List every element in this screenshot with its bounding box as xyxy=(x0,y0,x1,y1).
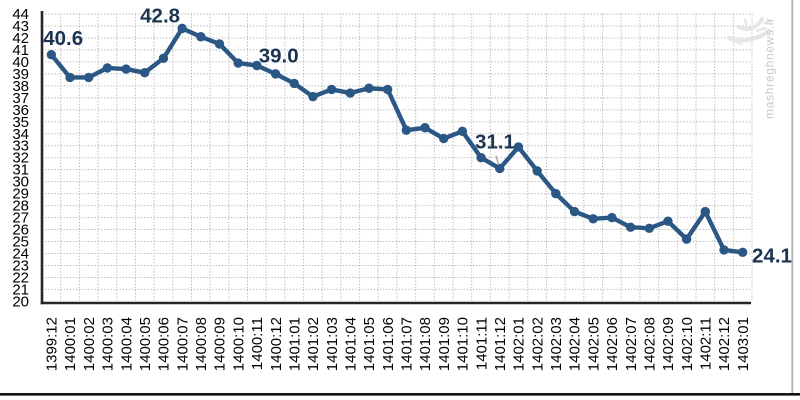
svg-text:1400:01: 1400:01 xyxy=(62,317,79,371)
svg-text:44: 44 xyxy=(12,6,29,23)
svg-text:38: 38 xyxy=(12,78,29,95)
svg-text:26: 26 xyxy=(12,222,29,239)
svg-text:1402:07: 1402:07 xyxy=(623,317,640,371)
svg-text:41: 41 xyxy=(12,42,29,59)
svg-text:1402:08: 1402:08 xyxy=(641,317,658,371)
svg-text:33: 33 xyxy=(12,138,29,155)
svg-text:27: 27 xyxy=(12,210,29,227)
svg-text:1402:12: 1402:12 xyxy=(716,317,733,371)
svg-text:1401:10: 1401:10 xyxy=(455,317,472,371)
svg-text:mashreghnews.ir: mashreghnews.ir xyxy=(763,17,777,119)
svg-text:1401:12: 1401:12 xyxy=(492,317,509,371)
svg-text:1403:01: 1403:01 xyxy=(735,317,752,371)
svg-text:1400:03: 1400:03 xyxy=(100,317,117,371)
svg-text:30: 30 xyxy=(12,174,29,191)
svg-text:1402:03: 1402:03 xyxy=(548,317,565,371)
svg-text:1399:12: 1399:12 xyxy=(44,317,61,371)
svg-text:1401:07: 1401:07 xyxy=(399,317,416,371)
svg-text:22: 22 xyxy=(12,269,29,286)
svg-text:1402:06: 1402:06 xyxy=(604,317,621,371)
svg-text:1402:04: 1402:04 xyxy=(567,317,584,371)
svg-text:1400:07: 1400:07 xyxy=(174,317,191,371)
svg-text:40: 40 xyxy=(12,54,29,71)
svg-text:1402:09: 1402:09 xyxy=(660,317,677,371)
svg-text:32: 32 xyxy=(12,150,29,167)
svg-text:34: 34 xyxy=(12,126,29,143)
svg-text:37: 37 xyxy=(12,90,29,107)
svg-text:1400:09: 1400:09 xyxy=(212,317,229,371)
svg-text:1400:12: 1400:12 xyxy=(268,317,285,371)
svg-text:25: 25 xyxy=(12,234,29,251)
svg-text:1400:05: 1400:05 xyxy=(137,317,154,371)
svg-text:24: 24 xyxy=(12,246,29,263)
svg-text:35: 35 xyxy=(12,114,29,131)
svg-text:40.6: 40.6 xyxy=(43,27,83,50)
svg-text:1401:01: 1401:01 xyxy=(286,317,303,371)
svg-text:1400:11: 1400:11 xyxy=(249,317,266,370)
svg-text:1401:04: 1401:04 xyxy=(342,317,359,371)
svg-text:1401:05: 1401:05 xyxy=(361,317,378,371)
svg-text:20: 20 xyxy=(12,293,29,310)
svg-text:1400:04: 1400:04 xyxy=(118,317,135,371)
svg-text:1400:06: 1400:06 xyxy=(156,317,173,371)
svg-text:31: 31 xyxy=(12,162,29,179)
svg-text:1401:09: 1401:09 xyxy=(436,317,453,371)
svg-text:1401:11: 1401:11 xyxy=(473,317,490,370)
svg-text:36: 36 xyxy=(12,102,29,119)
svg-text:39.0: 39.0 xyxy=(259,44,299,67)
svg-text:1401:02: 1401:02 xyxy=(305,317,322,371)
svg-text:42: 42 xyxy=(12,30,29,47)
svg-text:29: 29 xyxy=(12,186,29,203)
svg-text:1401:06: 1401:06 xyxy=(380,317,397,371)
svg-text:1400:02: 1400:02 xyxy=(81,317,98,371)
svg-text:1402:02: 1402:02 xyxy=(529,317,546,371)
svg-text:24.1: 24.1 xyxy=(752,245,792,268)
svg-text:23: 23 xyxy=(12,257,29,274)
svg-text:31.1: 31.1 xyxy=(475,131,515,154)
svg-text:43: 43 xyxy=(12,18,29,35)
svg-text:28: 28 xyxy=(12,198,29,215)
svg-text:1400:08: 1400:08 xyxy=(193,317,210,371)
svg-text:1401:08: 1401:08 xyxy=(417,317,434,371)
svg-text:42.8: 42.8 xyxy=(140,4,180,27)
svg-text:1402:11: 1402:11 xyxy=(697,317,714,370)
svg-text:1400:10: 1400:10 xyxy=(230,317,247,371)
svg-text:21: 21 xyxy=(12,281,29,298)
svg-text:39: 39 xyxy=(12,66,29,83)
svg-text:1401:03: 1401:03 xyxy=(324,317,341,371)
svg-text:1402:01: 1402:01 xyxy=(511,317,528,371)
svg-text:1402:10: 1402:10 xyxy=(679,317,696,371)
svg-text:1402:05: 1402:05 xyxy=(585,317,602,371)
